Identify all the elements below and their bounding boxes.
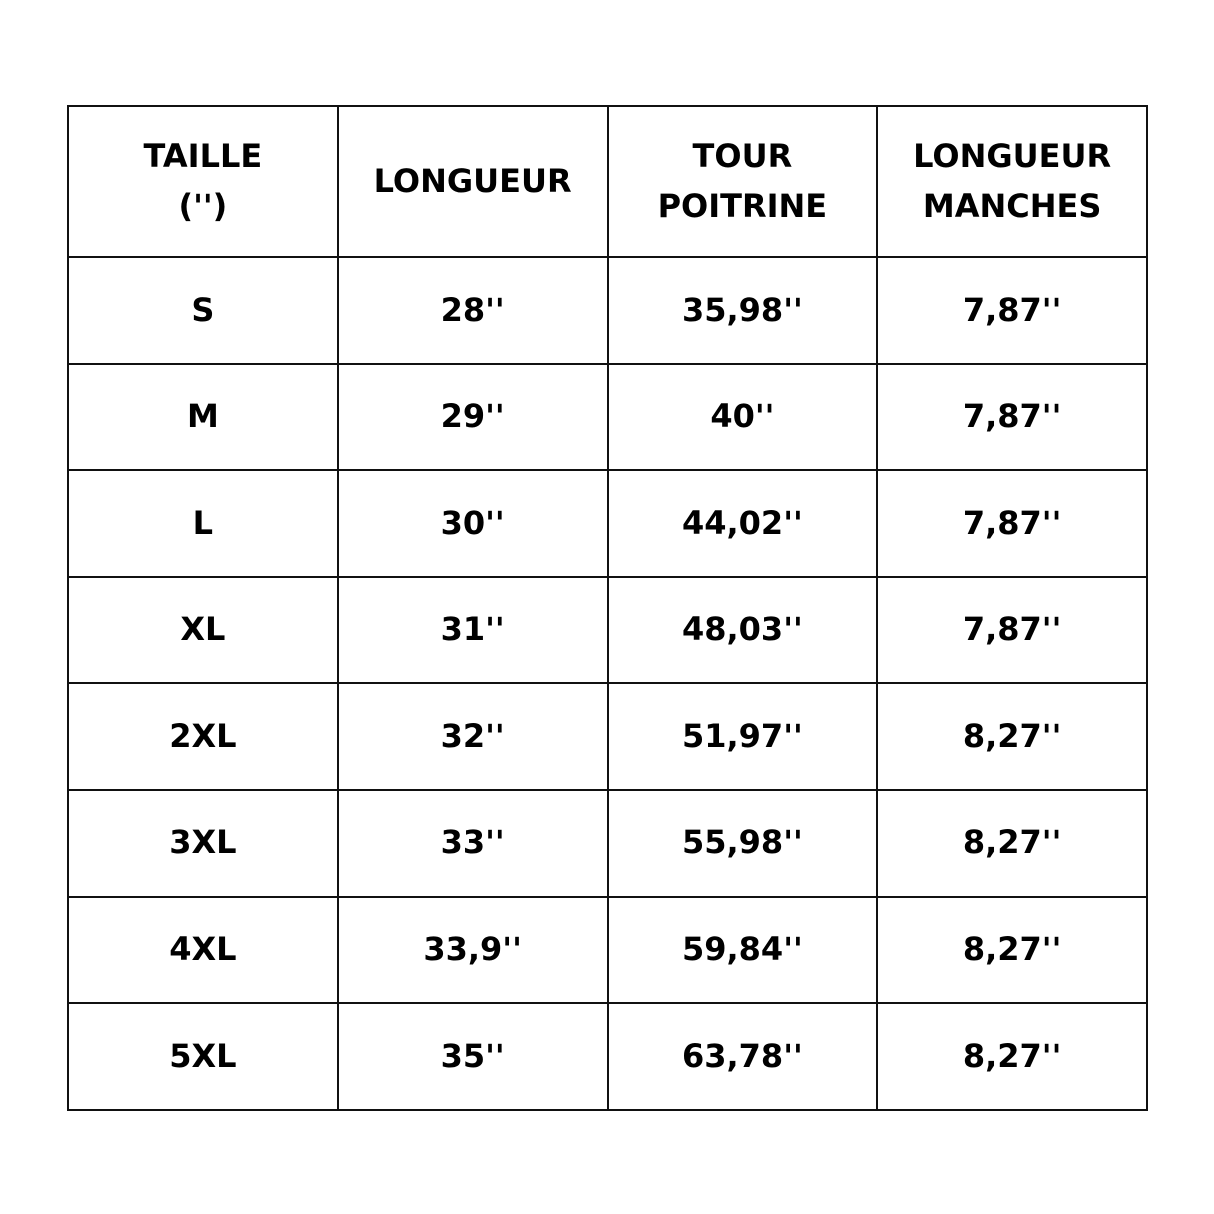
cell-longueur: 28'' [336, 256, 609, 365]
cell-taille: 4XL [67, 895, 339, 1005]
header-longueur-manches: LONGUEUR MANCHES [876, 105, 1148, 258]
cell-longueur: 29'' [336, 362, 609, 472]
table-row: 5XL 35'' 63,78'' 8,27'' [67, 1002, 1148, 1111]
table-row: S 28'' 35,98'' 7,87'' [67, 256, 1148, 365]
cell-tour-poitrine: 59,84'' [606, 895, 879, 1005]
header-line: POITRINE [657, 186, 828, 225]
header-line: TAILLE [143, 136, 263, 175]
header-line: LONGUEUR [373, 161, 572, 200]
table-row: L 30'' 44,02'' 7,87'' [67, 469, 1148, 578]
cell-tour-poitrine: 51,97'' [606, 682, 879, 791]
header-line: MANCHES [922, 186, 1102, 225]
cell-longueur: 33,9'' [336, 895, 609, 1005]
cell-tour-poitrine: 35,98'' [606, 256, 879, 365]
cell-longueur-manches: 7,87'' [876, 575, 1148, 685]
cell-longueur-manches: 7,87'' [876, 469, 1148, 578]
cell-tour-poitrine: 55,98'' [606, 788, 879, 898]
cell-taille: 3XL [67, 788, 339, 898]
header-longueur: LONGUEUR [336, 105, 609, 258]
cell-longueur: 30'' [336, 469, 609, 578]
cell-taille: L [67, 469, 339, 578]
cell-taille: XL [67, 575, 339, 685]
cell-longueur: 32'' [336, 682, 609, 791]
cell-longueur: 35'' [336, 1002, 609, 1111]
cell-taille: 2XL [67, 682, 339, 791]
cell-tour-poitrine: 48,03'' [606, 575, 879, 685]
cell-longueur-manches: 8,27'' [876, 788, 1148, 898]
cell-longueur-manches: 8,27'' [876, 1002, 1148, 1111]
header-row: TAILLE ('') LONGUEUR TOUR POITRINE LONGUEUR MA… [67, 105, 1148, 258]
table-body: S 28'' 35,98'' 7,87'' M 29'' 40'' 7,87'' L 30'' 44… [67, 256, 1148, 1111]
header-taille: TAILLE ('') [67, 105, 339, 258]
header-line: LONGUEUR [913, 136, 1112, 175]
cell-longueur-manches: 7,87'' [876, 256, 1148, 365]
cell-longueur: 33'' [336, 788, 609, 898]
header-line: TOUR [692, 136, 793, 175]
cell-tour-poitrine: 63,78'' [606, 1002, 879, 1111]
size-chart-table: TAILLE ('') LONGUEUR TOUR POITRINE LONGUEUR MA… [67, 105, 1148, 1111]
cell-longueur-manches: 7,87'' [876, 362, 1148, 472]
cell-taille: S [67, 256, 339, 365]
table-row: 4XL 33,9'' 59,84'' 8,27'' [67, 895, 1148, 1005]
table-row: 3XL 33'' 55,98'' 8,27'' [67, 788, 1148, 898]
header-line: ('') [178, 186, 228, 225]
cell-taille: M [67, 362, 339, 472]
cell-tour-poitrine: 40'' [606, 362, 879, 472]
table-row: M 29'' 40'' 7,87'' [67, 362, 1148, 472]
cell-tour-poitrine: 44,02'' [606, 469, 879, 578]
cell-longueur-manches: 8,27'' [876, 895, 1148, 1005]
cell-longueur: 31'' [336, 575, 609, 685]
cell-taille: 5XL [67, 1002, 339, 1111]
table-row: 2XL 32'' 51,97'' 8,27'' [67, 682, 1148, 791]
header-tour-poitrine: TOUR POITRINE [606, 105, 879, 258]
cell-longueur-manches: 8,27'' [876, 682, 1148, 791]
table-row: XL 31'' 48,03'' 7,87'' [67, 575, 1148, 685]
